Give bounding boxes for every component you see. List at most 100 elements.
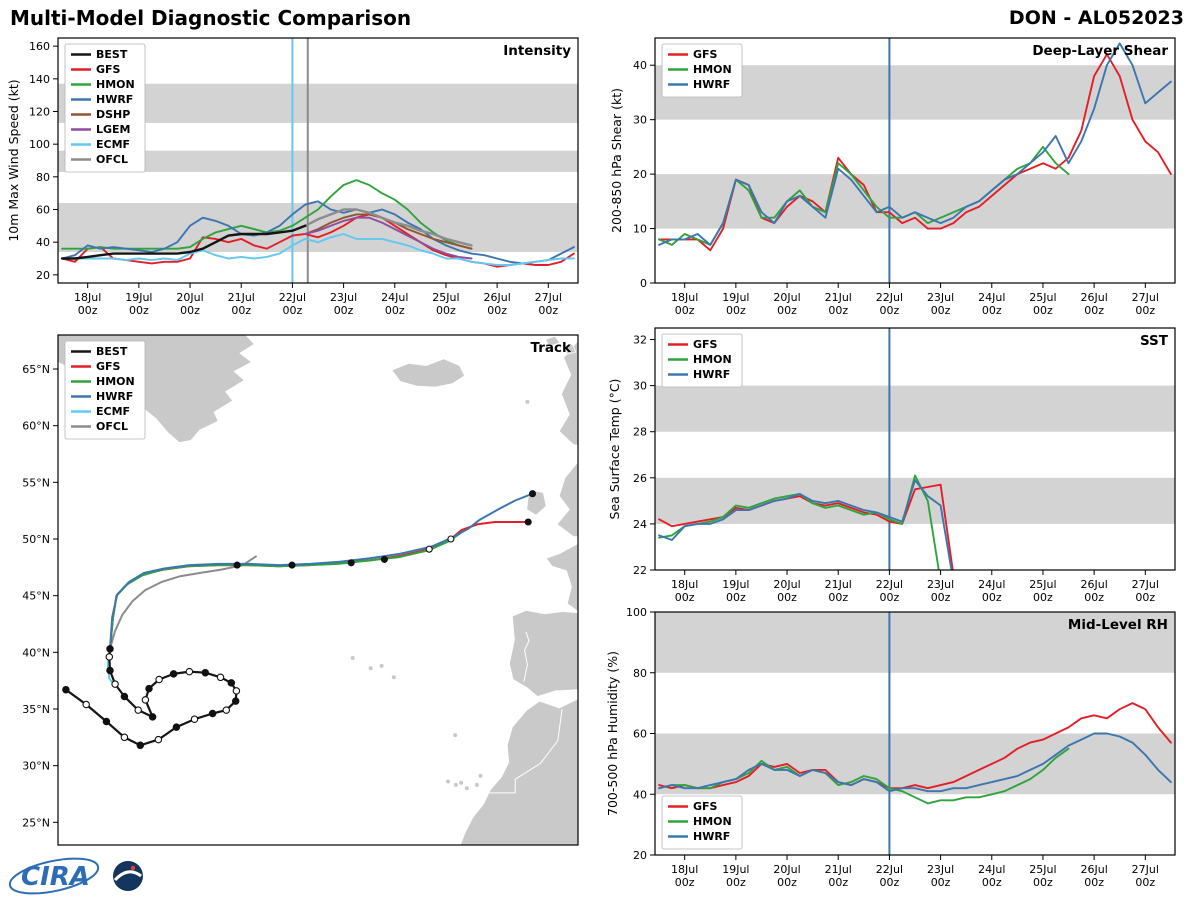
svg-text:GFS: GFS (96, 360, 121, 373)
intensity-series-LGEM (304, 216, 473, 260)
svg-text:35°N: 35°N (22, 703, 50, 716)
svg-text:00z: 00z (231, 304, 251, 317)
best-track-marker (232, 687, 241, 695)
svg-text:GFS: GFS (693, 48, 718, 61)
svg-text:00z: 00z (777, 591, 797, 604)
svg-text:ECMF: ECMF (96, 138, 130, 151)
svg-text:00z: 00z (828, 304, 848, 317)
forecast-day-marker (524, 518, 532, 526)
svg-text:28: 28 (633, 426, 647, 439)
svg-text:80: 80 (633, 667, 647, 680)
svg-text:00z: 00z (675, 591, 695, 604)
svg-text:21Jul: 21Jul (825, 863, 852, 876)
island (453, 733, 458, 738)
svg-text:23Jul: 23Jul (927, 291, 954, 304)
svg-text:0: 0 (640, 277, 647, 290)
page-title: Multi-Model Diagnostic Comparison (10, 6, 412, 30)
svg-text:30: 30 (633, 380, 647, 393)
svg-text:30°N: 30°N (22, 760, 50, 773)
svg-text:00z: 00z (726, 304, 746, 317)
svg-text:27Jul: 27Jul (1132, 291, 1159, 304)
svg-text:HMON: HMON (96, 375, 135, 388)
svg-text:40: 40 (36, 236, 50, 249)
svg-text:22Jul: 22Jul (279, 291, 306, 304)
svg-text:00z: 00z (1033, 304, 1053, 317)
forecast-day-marker (347, 559, 355, 567)
svg-text:26Jul: 26Jul (1080, 291, 1107, 304)
svg-text:100: 100 (626, 606, 647, 619)
island (368, 666, 373, 671)
rh-series-GFS (658, 702, 1172, 790)
svg-text:22Jul: 22Jul (876, 863, 903, 876)
best-track-marker (148, 713, 157, 721)
svg-text:HMON: HMON (693, 353, 732, 366)
svg-text:00z: 00z (1084, 876, 1104, 889)
best-track-marker (62, 685, 70, 694)
intensity-series-ECMF (61, 233, 575, 266)
best-track-marker (155, 675, 163, 684)
svg-text:40: 40 (633, 59, 647, 72)
island (391, 675, 396, 680)
svg-text:00z: 00z (931, 304, 951, 317)
landmass (459, 698, 578, 845)
svg-text:55°N: 55°N (22, 476, 50, 489)
svg-text:100: 100 (29, 138, 50, 151)
best-track-marker (120, 692, 129, 701)
svg-text:00z: 00z (78, 304, 98, 317)
shear-series-HWRF (658, 42, 1172, 246)
landmass (564, 343, 577, 355)
svg-text:20Jul: 20Jul (176, 291, 203, 304)
svg-text:25Jul: 25Jul (1029, 291, 1056, 304)
forecast-day-marker (288, 561, 296, 569)
svg-text:LGEM: LGEM (96, 123, 131, 136)
storm-id: DON - AL052023 (1008, 7, 1184, 29)
island (453, 782, 458, 787)
landmass (544, 335, 561, 347)
svg-text:19Jul: 19Jul (125, 291, 152, 304)
svg-text:00z: 00z (1084, 591, 1104, 604)
svg-text:140: 140 (29, 73, 50, 86)
intensity-panel: 2040608010012014016018Jul00z19Jul00z20Ju… (6, 37, 579, 317)
svg-text:10: 10 (633, 223, 647, 236)
svg-text:GFS: GFS (693, 800, 718, 813)
cira-seal-icon (113, 861, 143, 891)
svg-text:24Jul: 24Jul (978, 578, 1005, 591)
svg-text:BEST: BEST (96, 345, 128, 358)
track-HMON (109, 532, 461, 649)
svg-text:Mid-Level RH: Mid-Level RH (1068, 617, 1168, 633)
svg-text:HWRF: HWRF (96, 93, 133, 106)
track-HWRF (109, 492, 533, 649)
svg-text:00z: 00z (283, 304, 303, 317)
svg-text:00z: 00z (880, 591, 900, 604)
island (478, 773, 483, 778)
svg-text:HMON: HMON (693, 815, 732, 828)
best-track-marker (201, 668, 210, 677)
best-track-marker (208, 709, 217, 718)
svg-text:00z: 00z (726, 591, 746, 604)
svg-text:00z: 00z (726, 876, 746, 889)
intensity-series-BEST (60, 224, 307, 260)
svg-text:Deep-Layer Shear: Deep-Layer Shear (1032, 43, 1168, 59)
svg-text:24Jul: 24Jul (978, 291, 1005, 304)
svg-text:00z: 00z (982, 304, 1002, 317)
best-track-marker (154, 735, 163, 744)
svg-text:00z: 00z (1135, 591, 1155, 604)
svg-text:27Jul: 27Jul (535, 291, 562, 304)
svg-text:700-500 hPa Humidity (%): 700-500 hPa Humidity (%) (605, 651, 620, 816)
forecast-day-marker (380, 555, 388, 563)
best-track-marker (190, 715, 199, 723)
best-track-marker (222, 706, 231, 714)
svg-text:80: 80 (36, 171, 50, 184)
svg-text:120: 120 (29, 106, 50, 119)
svg-text:18Jul: 18Jul (671, 578, 698, 591)
svg-text:GFS: GFS (693, 338, 718, 351)
svg-text:00z: 00z (1135, 304, 1155, 317)
shear-panel: 01020304018Jul00z19Jul00z20Jul00z21Jul00… (609, 37, 1176, 317)
best-track-marker (172, 723, 181, 731)
svg-text:25Jul: 25Jul (1029, 578, 1056, 591)
svg-text:27Jul: 27Jul (1132, 863, 1159, 876)
best-track-marker (136, 741, 145, 750)
svg-text:23Jul: 23Jul (330, 291, 357, 304)
svg-text:19Jul: 19Jul (722, 863, 749, 876)
svg-text:19Jul: 19Jul (722, 291, 749, 304)
